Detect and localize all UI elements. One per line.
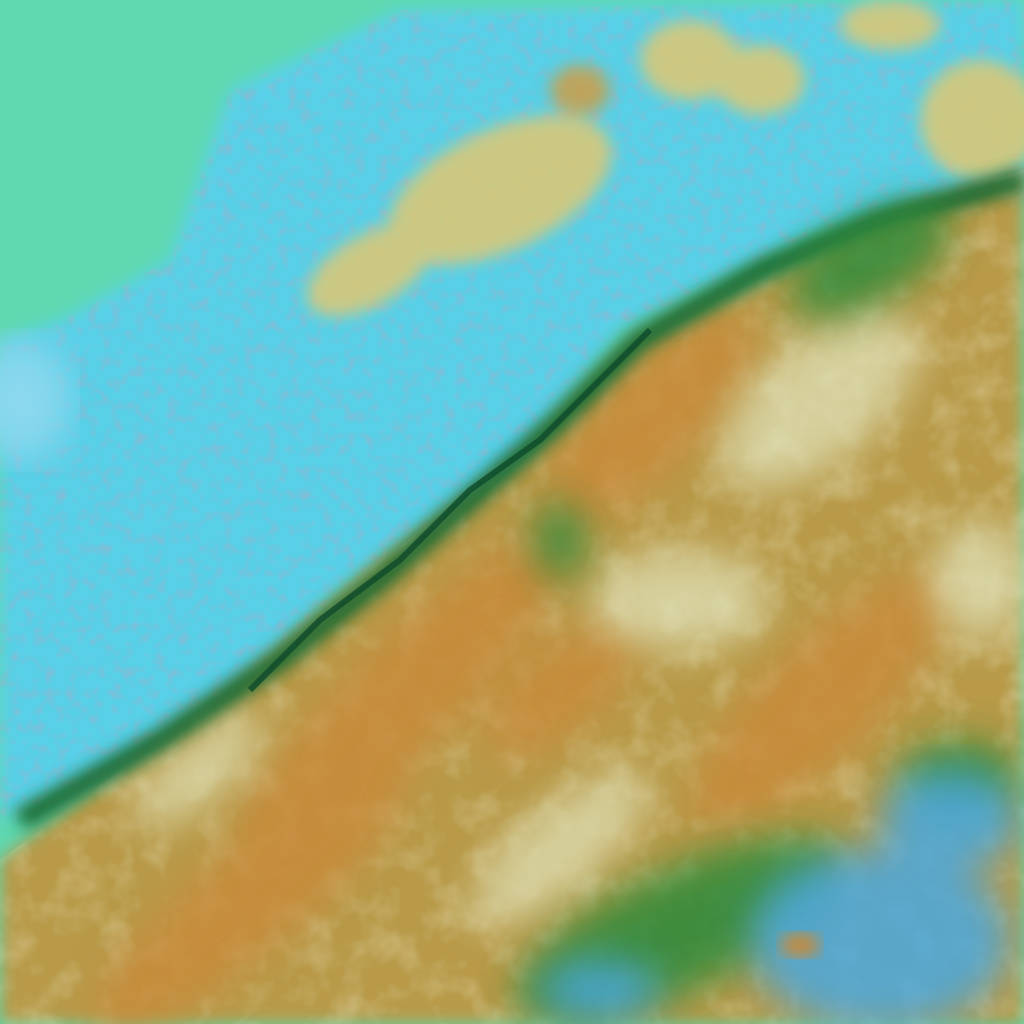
cloud-patches-tan (306, 0, 1024, 317)
ridge-shadow (247, 327, 653, 693)
arid-land (93, 314, 947, 1024)
small-land-patch (780, 933, 820, 957)
coastal-light-water (0, 340, 70, 460)
cloud-over-land (135, 310, 1024, 928)
snow-cover (540, 770, 1020, 1024)
cloud-speckle (0, 0, 1024, 820)
